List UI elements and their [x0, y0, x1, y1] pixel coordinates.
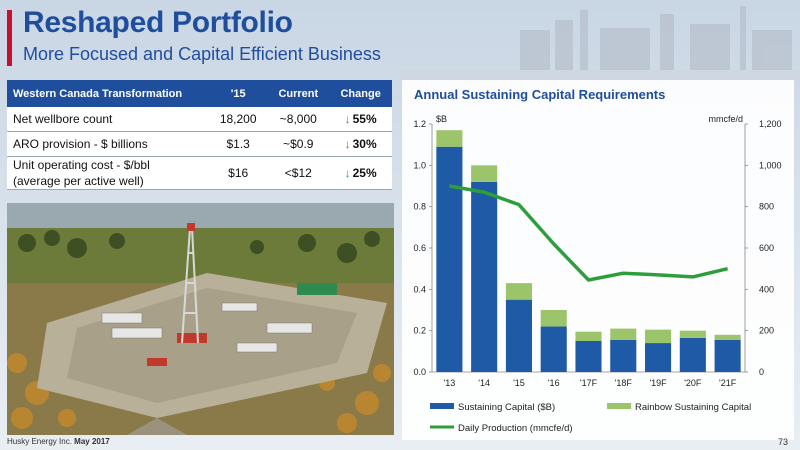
left-axis-unit: $B: [436, 114, 447, 124]
left-tick-label: 0.0: [413, 367, 426, 377]
x-tick-label: '17F: [580, 378, 598, 388]
chart-canvas: $B mmcfe/d 0.0 0.2 0.4 0.6 0.8 1.0 1.2 0 200 400 600…: [413, 114, 782, 434]
change-value: 25%: [352, 166, 377, 180]
page-title: Reshaped Portfolio: [23, 6, 293, 39]
legend-daily-production-label: Daily Production (mmcfe/d): [458, 423, 573, 434]
sustaining-capital-bar: [505, 299, 532, 372]
right-tick-label: 600: [759, 243, 774, 253]
legend-rainbow-capital-swatch: [607, 403, 631, 409]
x-tick-label: '13: [444, 378, 456, 388]
x-tick-label: '20F: [684, 378, 702, 388]
sustaining-capital-bar: [610, 339, 637, 372]
x-tick-label: '18F: [615, 378, 633, 388]
down-arrow-icon: ↓: [344, 112, 351, 126]
rainbow-capital-bar: [679, 330, 706, 338]
footer-company-name: Husky Energy Inc.: [7, 437, 72, 446]
x-tick-label: '15: [513, 378, 525, 388]
x-tick-label: '16: [548, 378, 560, 388]
table-row: Unit operating cost - $/bbl (average per…: [7, 156, 392, 190]
sustaining-capital-bar: [471, 181, 498, 372]
left-tick-label: 0.2: [413, 326, 426, 336]
row-label: ARO provision - $ billions: [7, 131, 209, 157]
row-label: Unit operating cost - $/bbl (average per…: [7, 156, 209, 190]
rainbow-capital-bar: [645, 329, 672, 344]
chart-title: Annual Sustaining Capital Requirements: [414, 87, 666, 102]
x-tick-label: '19F: [649, 378, 667, 388]
value-current: ~$0.9: [267, 131, 330, 157]
change-cell: ↓ 55%: [329, 107, 392, 132]
page-number: 73: [777, 437, 788, 447]
x-tick-label: '21F: [719, 378, 737, 388]
x-tick-label: '14: [478, 378, 490, 388]
right-tick-label: 1,200: [759, 119, 782, 129]
table-header-row: Western Canada Transformation '15 Curren…: [7, 80, 392, 107]
rainbow-capital-bar: [471, 165, 498, 182]
down-arrow-icon: ↓: [344, 166, 351, 180]
right-tick-label: 200: [759, 326, 774, 336]
legend-sustaining-capital-swatch: [430, 403, 454, 409]
daily-production-line: [449, 184, 729, 282]
rainbow-capital-bar: [505, 283, 532, 300]
change-cell: ↓ 25%: [329, 156, 392, 190]
down-arrow-icon: ↓: [344, 137, 351, 151]
transformation-table: Western Canada Transformation '15 Curren…: [7, 80, 392, 190]
change-value: 30%: [352, 137, 377, 151]
value-2015: $1.3: [209, 131, 268, 157]
table-row: ARO provision - $ billions $1.3 ~$0.9 ↓ 3…: [7, 131, 392, 157]
change-cell: ↓ 30%: [329, 131, 392, 157]
left-tick-label: 0.6: [413, 243, 426, 253]
sustaining-capital-bar: [645, 343, 672, 372]
table-row: Net wellbore count 18,200 ~8,000 ↓ 55%: [7, 107, 392, 132]
change-value: 55%: [352, 112, 377, 126]
left-tick-label: 0.8: [413, 202, 426, 212]
value-current: <$12: [267, 156, 330, 190]
column-header-2015: '15: [209, 80, 268, 107]
title-accent-bar: [7, 10, 12, 66]
slide-header: Reshaped Portfolio More Focused and Capi…: [0, 0, 800, 80]
right-axis-unit: mmcfe/d: [708, 114, 743, 124]
column-header-current: Current: [267, 80, 330, 107]
legend-sustaining-capital-label: Sustaining Capital ($B): [458, 402, 555, 413]
rainbow-capital-bar: [436, 130, 463, 147]
sustaining-capital-bar: [575, 341, 602, 372]
sustaining-capital-bar: [436, 146, 463, 372]
sustaining-capital-bar: [679, 337, 706, 372]
right-tick-label: 1,000: [759, 160, 782, 170]
drill-site-photo: [7, 203, 394, 435]
right-tick-label: 400: [759, 284, 774, 294]
column-header-change: Change: [329, 80, 392, 107]
right-tick-label: 800: [759, 202, 774, 212]
left-tick-label: 1.0: [413, 160, 426, 170]
legend-rainbow-capital-label: Rainbow Sustaining Capital: [635, 402, 751, 413]
value-2015: 18,200: [209, 107, 268, 132]
rainbow-capital-bar: [714, 334, 741, 340]
left-tick-label: 0.4: [413, 284, 426, 294]
sustaining-capital-bar: [714, 339, 741, 372]
value-2015: $16: [209, 156, 268, 190]
row-label: Net wellbore count: [7, 107, 209, 132]
column-header-metric: Western Canada Transformation: [7, 80, 209, 107]
footer-date: May 2017: [74, 437, 110, 446]
rainbow-capital-bar: [575, 331, 602, 341]
rainbow-capital-bar: [540, 310, 567, 327]
sustaining-capital-chart: Annual Sustaining Capital Requirements $…: [402, 80, 794, 440]
sustaining-capital-bar: [540, 326, 567, 372]
right-tick-label: 0: [759, 367, 764, 377]
rainbow-capital-bar: [610, 328, 637, 340]
page-subtitle: More Focused and Capital Efficient Busin…: [23, 44, 381, 64]
left-tick-label: 1.2: [413, 119, 426, 129]
footer-company: Husky Energy Inc. May 2017: [7, 437, 110, 446]
value-current: ~8,000: [267, 107, 330, 132]
